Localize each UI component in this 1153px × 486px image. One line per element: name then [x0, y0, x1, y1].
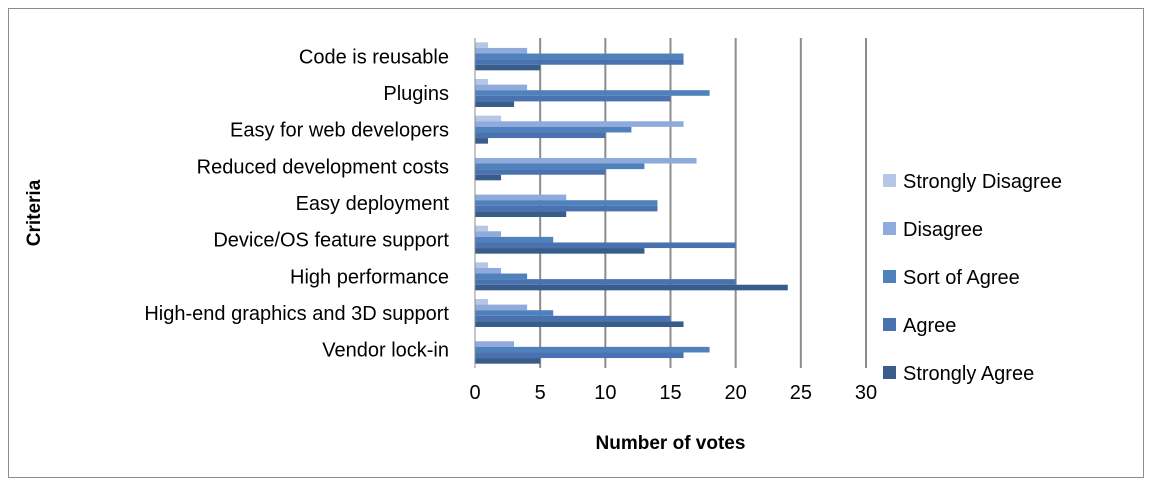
category-label: High performance: [290, 266, 449, 288]
bar: [475, 205, 658, 212]
bar: [475, 79, 489, 85]
bar: [475, 174, 502, 181]
bar: [475, 236, 554, 243]
legend-label: Strongly Agree: [903, 363, 1034, 385]
bars: [475, 42, 788, 364]
bar: [475, 138, 489, 144]
bar: [475, 231, 502, 237]
bar: [475, 42, 489, 48]
bar: [475, 299, 489, 305]
legend-swatch: [883, 318, 896, 331]
x-tick-labels: 0 5 10 15 20 25 30: [469, 382, 877, 404]
bar: [475, 284, 788, 291]
legend-label: Agree: [903, 315, 956, 337]
category-label: Vendor lock-in: [322, 340, 449, 362]
bar: [475, 341, 515, 347]
x-axis-title: Number of votes: [596, 433, 746, 454]
x-tick-label: 10: [594, 382, 616, 404]
bar: [475, 132, 606, 139]
bar: [475, 242, 736, 249]
bar: [475, 273, 528, 280]
bar: [475, 90, 710, 96]
x-tick-label: 15: [659, 382, 681, 404]
bar: [475, 53, 684, 60]
bar: [475, 321, 684, 327]
bar: [475, 211, 567, 217]
bar: [475, 47, 528, 54]
bar: [475, 262, 489, 268]
legend-swatch: [883, 270, 896, 283]
x-tick-label: 20: [725, 382, 747, 404]
bar: [475, 84, 528, 91]
bar: [475, 315, 671, 322]
category-labels: Code is reusable Plugins Easy for web deve…: [144, 46, 449, 361]
legend-label: Sort of Agree: [903, 267, 1020, 289]
category-label: Device/OS feature support: [213, 230, 449, 252]
bar: [475, 304, 528, 311]
bar: [475, 279, 736, 285]
bar: [475, 115, 502, 122]
category-label: Easy deployment: [296, 193, 450, 215]
x-tick-label: 0: [469, 382, 480, 404]
bar: [475, 352, 684, 359]
bar: [475, 346, 710, 353]
x-tick-label: 25: [790, 382, 812, 404]
legend-label: Disagree: [903, 219, 983, 241]
bar: [475, 126, 632, 133]
legend: Strongly Disagree Disagree Sort of Agree Ag…: [883, 171, 1062, 385]
bar: [475, 194, 567, 201]
legend-swatch: [883, 222, 896, 235]
bar: [475, 95, 671, 102]
category-label: High-end graphics and 3D support: [144, 303, 449, 325]
bar: [475, 358, 541, 364]
bar: [475, 59, 684, 65]
bar: [475, 64, 541, 71]
legend-label: Strongly Disagree: [903, 171, 1062, 193]
bar: [475, 200, 658, 206]
legend-swatch: [883, 366, 896, 379]
bar: [475, 310, 554, 316]
x-tick-label: 30: [855, 382, 877, 404]
bar: [475, 163, 645, 170]
category-label: Easy for web developers: [230, 120, 449, 142]
category-label: Plugins: [383, 83, 449, 105]
bar: [475, 267, 502, 274]
y-axis-title: Criteria: [24, 179, 45, 246]
x-tick-label: 5: [535, 382, 546, 404]
category-label: Code is reusable: [299, 46, 449, 68]
bar: [475, 225, 489, 232]
bar: [475, 248, 645, 254]
bar: [475, 169, 606, 175]
bar: [475, 101, 515, 107]
bar: [475, 157, 697, 164]
category-label: Reduced development costs: [197, 156, 449, 178]
bar: [475, 121, 684, 127]
legend-swatch: [883, 174, 896, 187]
